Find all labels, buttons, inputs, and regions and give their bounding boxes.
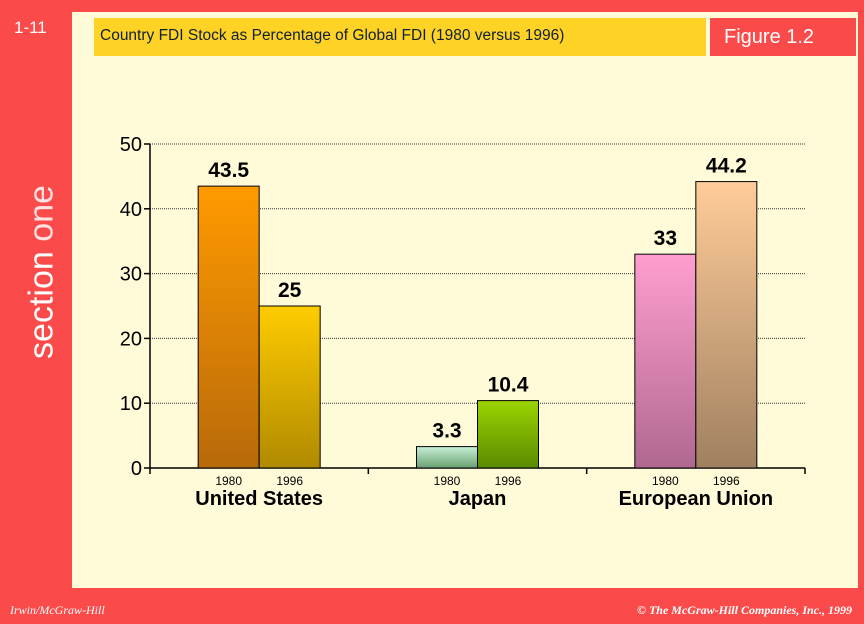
bar <box>695 181 758 469</box>
footer-copyright: © The McGraw-Hill Companies, Inc., 1999 <box>637 603 852 617</box>
x-sub-label: 1996 <box>276 474 303 488</box>
bar <box>477 400 539 469</box>
data-label: 25 <box>278 279 302 302</box>
x-category-label: Japan <box>449 488 507 510</box>
bar <box>197 185 260 469</box>
x-sub-label: 1980 <box>434 474 461 488</box>
bar <box>258 305 321 469</box>
bar <box>634 253 697 469</box>
figure-label-box <box>710 18 856 56</box>
y-tick-label: 40 <box>120 199 142 221</box>
y-tick-label: 0 <box>131 458 142 480</box>
chart-title: Country FDI Stock as Percentage of Globa… <box>100 27 565 44</box>
data-label: 44.2 <box>706 155 747 178</box>
x-sub-label: 1980 <box>652 474 679 488</box>
x-category-label: European Union <box>619 488 773 510</box>
footer-publisher: Irwin/McGraw-Hill <box>10 603 105 617</box>
x-sub-label: 1996 <box>495 474 522 488</box>
bars-layer <box>197 181 758 469</box>
y-tick-label: 10 <box>120 393 142 415</box>
x-sub-label: 1996 <box>713 474 740 488</box>
y-tick-label: 30 <box>120 264 142 286</box>
y-tick-label: 50 <box>120 134 142 156</box>
data-label: 33 <box>654 227 677 250</box>
x-category-label: United States <box>195 488 323 510</box>
data-label: 10.4 <box>488 374 529 397</box>
data-label: 43.5 <box>208 159 249 182</box>
x-sub-label: 1980 <box>215 474 242 488</box>
bar <box>416 446 478 469</box>
data-label: 3.3 <box>432 420 461 443</box>
figure-label: Figure 1.2 <box>724 26 815 48</box>
header-bar <box>94 18 706 56</box>
y-tick-label: 20 <box>120 328 142 350</box>
slide-number: 1-11 <box>14 18 47 37</box>
